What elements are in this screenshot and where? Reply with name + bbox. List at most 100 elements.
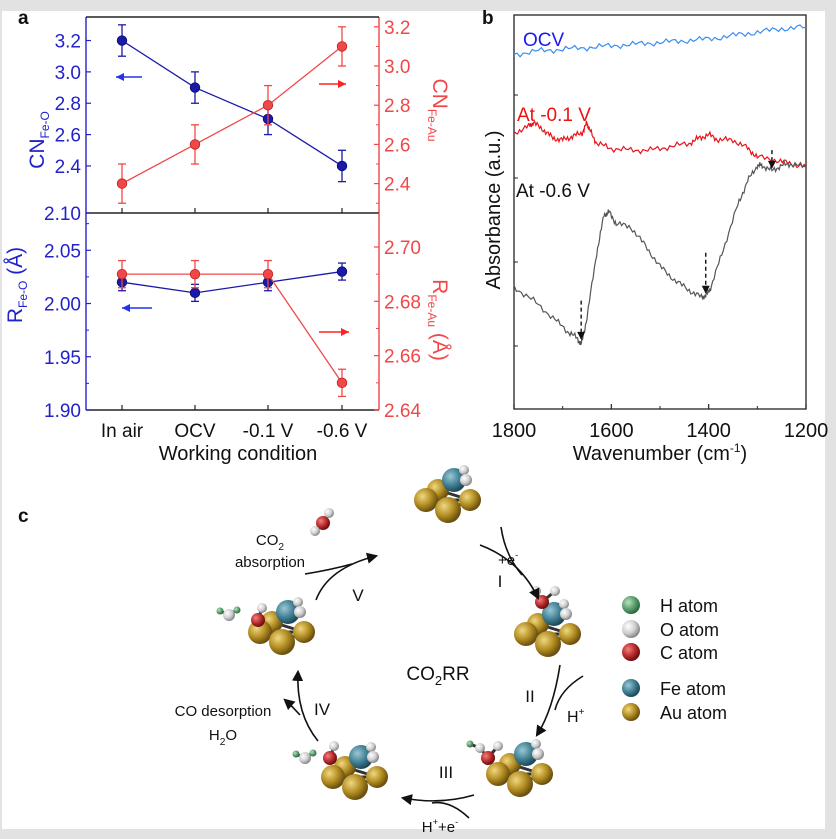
- o-atom-sphere: [560, 608, 572, 620]
- au-atom-sphere: [414, 488, 438, 512]
- o-atom-sphere: [329, 741, 339, 751]
- y-tick-label-left: 2.05: [44, 241, 81, 262]
- text-part: I: [498, 572, 503, 591]
- au-atom-sphere: [531, 763, 553, 785]
- series-label: At -0.1 V: [517, 105, 591, 126]
- y-tick-label-left: 2.8: [55, 94, 81, 115]
- xlabel-sup: -1: [730, 441, 741, 455]
- data-point: [189, 82, 201, 93]
- legend-label: Au atom: [660, 703, 727, 723]
- o-atom-sphere: [324, 508, 334, 518]
- fe-atom-sphere: [542, 602, 566, 626]
- au-atom-sphere: [248, 620, 272, 644]
- text-part: 2: [220, 737, 226, 748]
- chart-a-top: 2.102.42.62.83.03.22.42.62.83.03.2 CNFe-…: [26, 16, 451, 225]
- h-atom-sphere: [292, 750, 300, 758]
- ylabel-right-main: R: [428, 279, 451, 294]
- xlabel-working-condition: Working condition: [159, 443, 318, 465]
- arrow-step-i-reagent: [500, 526, 523, 576]
- dashed-arrow-head: [701, 285, 710, 294]
- legend-item: O atom: [622, 620, 719, 640]
- arrow-step-v: [315, 552, 379, 601]
- au-atom-sphere: [507, 771, 533, 797]
- xlabel-wavenumber: Wavenumber (cm-1): [573, 441, 747, 465]
- label-step-v-line1: CO2: [256, 532, 285, 553]
- au-atom-sphere: [435, 497, 461, 523]
- y-tick-label-left: 2.10: [44, 204, 81, 225]
- x-tick-label: -0.6 V: [317, 421, 368, 442]
- o-atom-sphere: [532, 748, 544, 760]
- text-part: CO desorption: [175, 703, 272, 720]
- ylabel-left-main: R: [4, 308, 27, 323]
- x-tick-label: 1800: [492, 420, 537, 442]
- h-atom-sphere: [309, 749, 317, 757]
- ylabel-left-unit: (Å): [4, 247, 27, 281]
- cluster-right: [514, 599, 581, 657]
- xlabel-end: ): [741, 443, 748, 465]
- text-part: II: [525, 687, 534, 706]
- text-part: absorption: [235, 554, 305, 571]
- legend-item: H atom: [622, 596, 718, 616]
- o-atom-sphere: [531, 739, 541, 749]
- arrow-step-iii: [400, 794, 475, 806]
- panel-label-b: b: [482, 8, 494, 29]
- data-point: [262, 99, 274, 111]
- direction-arrow-head: [116, 73, 124, 81]
- data-point: [336, 41, 348, 52]
- cluster-top: [414, 465, 481, 523]
- arrow-step-iv-product: [283, 698, 301, 716]
- x-tick-label: 1600: [589, 420, 634, 442]
- legend-item: Au atom: [622, 703, 727, 723]
- series-label: At -0.6 V: [516, 181, 590, 202]
- spectrum-line-1: [513, 120, 807, 169]
- dashed-arrow-head: [577, 331, 586, 340]
- xlabel-main: Wavenumber (cm: [573, 443, 730, 465]
- series-line-r-fe-o: [121, 270, 343, 294]
- text-part: +: [579, 707, 585, 718]
- cluster-bottom-left: [321, 742, 388, 800]
- series-line-cn-fe-au: [121, 45, 343, 185]
- ylabel-right-sub: Fe-Au: [425, 109, 439, 142]
- h-atom-sphere: [466, 740, 474, 748]
- legend-item: C atom: [622, 643, 718, 663]
- fe-legend-swatch: [622, 679, 640, 697]
- y-tick-label-right: 2.64: [384, 401, 421, 422]
- legend-label: C atom: [660, 643, 718, 663]
- h-legend-swatch: [622, 596, 640, 614]
- text-part: H: [209, 727, 220, 744]
- ylabel-left-cn-fe-o: CNFe-O: [26, 111, 52, 169]
- data-point: [336, 377, 348, 389]
- o-atom-sphere: [460, 474, 472, 486]
- o-atom-sphere: [299, 752, 311, 764]
- text-part: RR: [442, 664, 469, 685]
- data-point: [116, 178, 128, 189]
- x-tick-label: -0.1 V: [243, 421, 294, 442]
- text-part: -: [515, 550, 518, 560]
- c-atom-sphere: [323, 751, 337, 765]
- series-line-r-fe-au: [122, 273, 343, 384]
- data-point: [189, 287, 201, 299]
- o-atom-sphere: [550, 586, 560, 596]
- text-part: 2: [435, 673, 442, 688]
- ylabel-right-cn-fe-au: CNFe-Au: [425, 78, 451, 141]
- o-atom-sphere: [459, 465, 469, 475]
- x-tick-label: 1200: [784, 420, 829, 442]
- label-step-i-reagent: +e-: [498, 550, 518, 569]
- text-part: +e: [438, 819, 455, 836]
- au-legend-swatch: [622, 703, 640, 721]
- y-tick-label-left: 1.90: [44, 401, 81, 422]
- y-tick-label-right: 2.66: [384, 347, 421, 368]
- label-step-iii: III: [439, 763, 453, 782]
- text-part: IV: [314, 700, 331, 719]
- data-point: [262, 268, 274, 280]
- legend-label: Fe atom: [660, 679, 726, 699]
- ylabel-right-r-fe-au: RFe-Au (Å): [425, 279, 451, 361]
- legend-label: H atom: [660, 596, 718, 616]
- y-tick-label-left: 1.95: [44, 348, 81, 369]
- au-atom-sphere: [293, 621, 315, 643]
- x-tick-label: OCV: [174, 421, 216, 442]
- label-step-iii-reagent: H++e-: [422, 817, 459, 836]
- o-atom-sphere: [559, 599, 569, 609]
- ylabel-right-unit: (Å): [428, 327, 451, 361]
